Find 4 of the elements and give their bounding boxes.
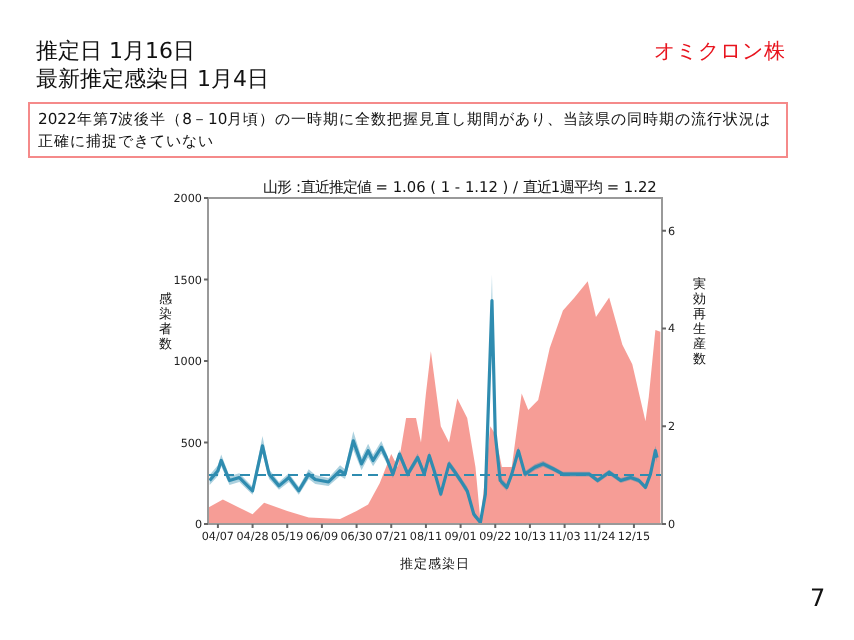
text: 7 [810,584,826,612]
text: オミクロン株 [654,38,786,66]
text: 最新推定感染日 1月4日 [36,64,269,94]
text: 推定日 1月16日 [36,36,195,66]
